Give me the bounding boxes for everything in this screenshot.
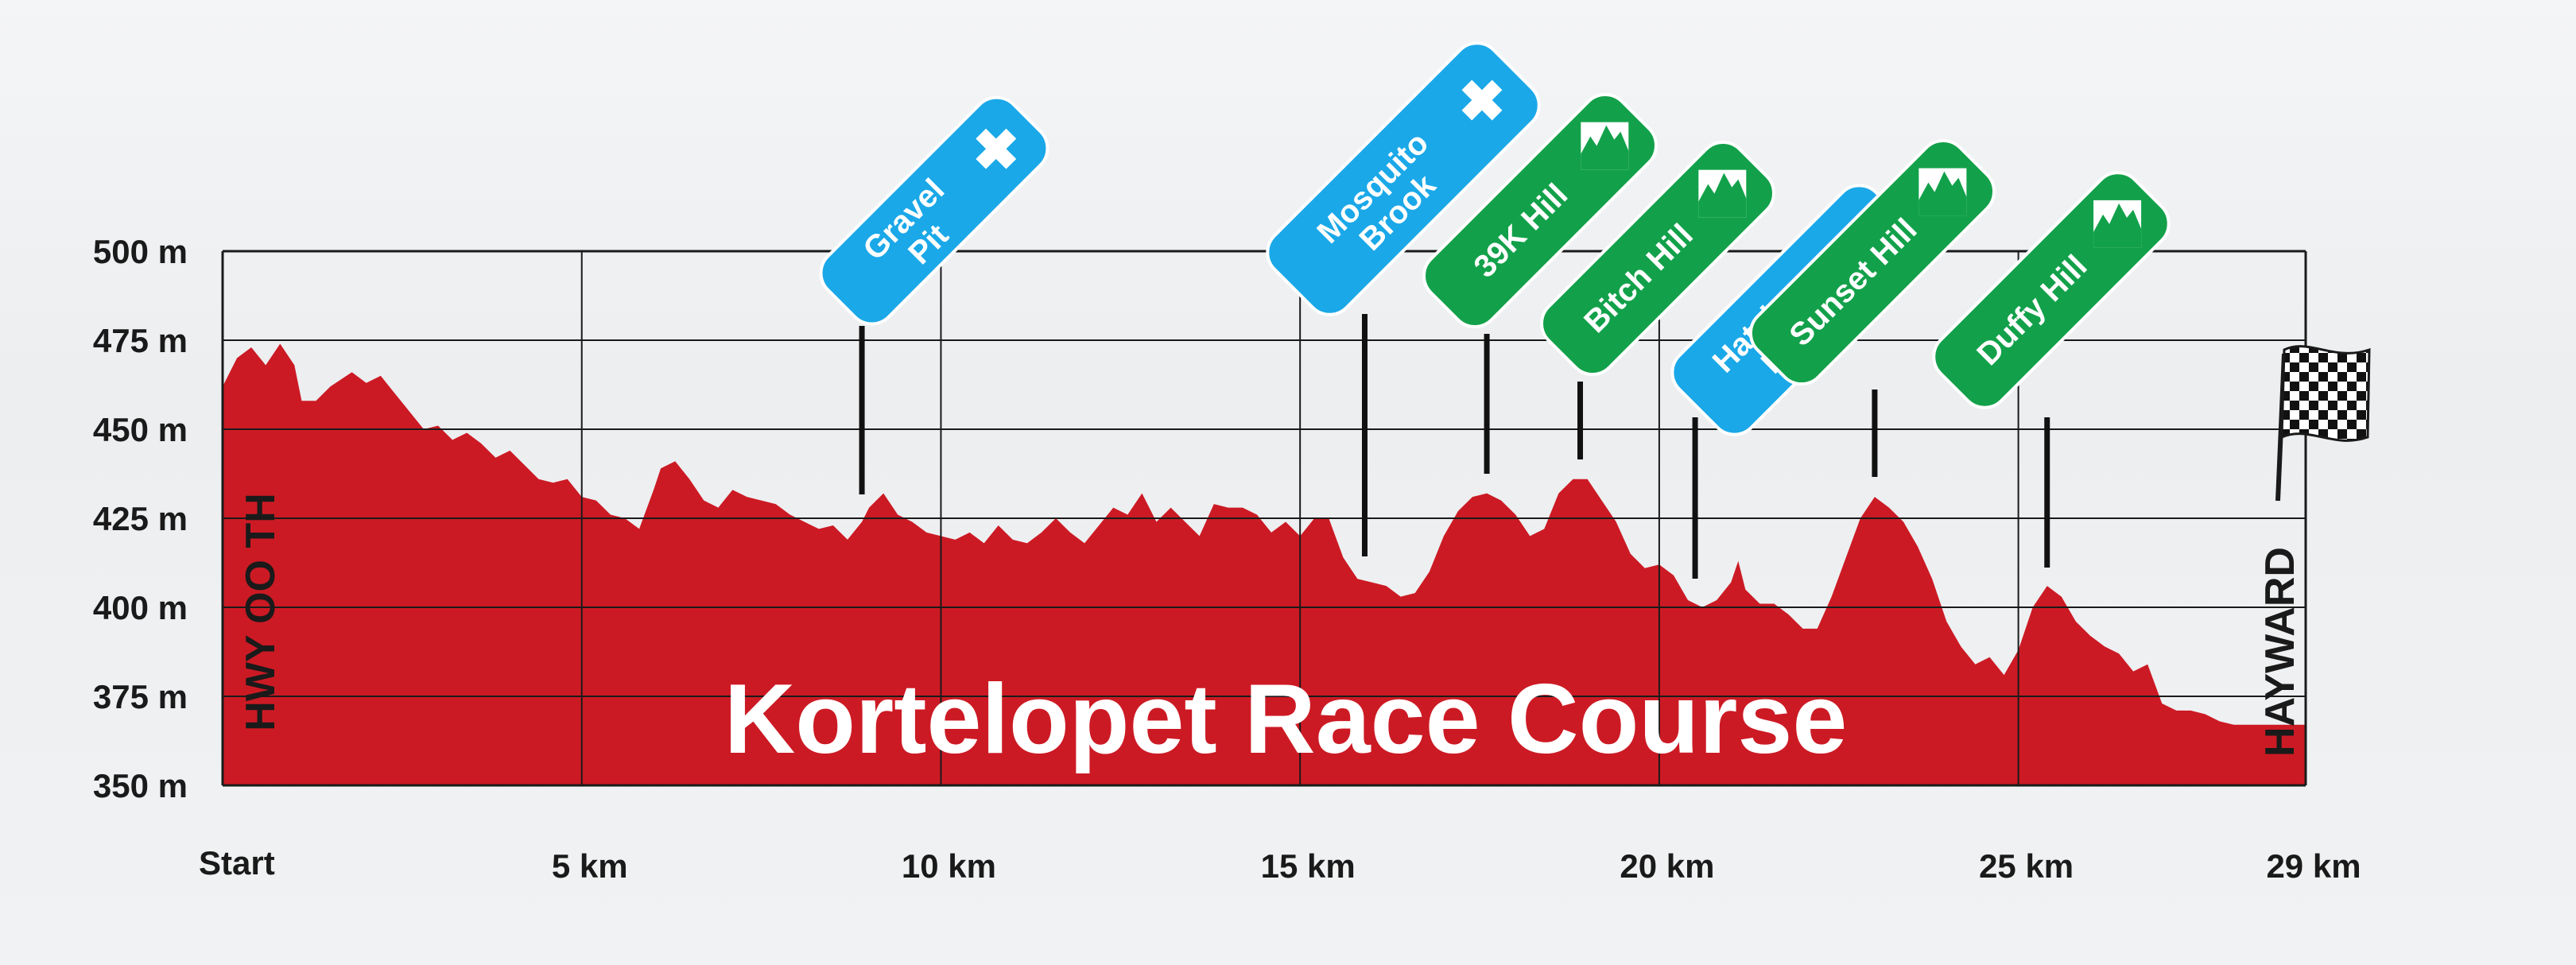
- elevation-area: [223, 343, 2306, 785]
- marker-mosquito-brook: MosquitoBrook: [1266, 41, 1541, 316]
- y-tick-label: 500 m: [93, 233, 188, 270]
- x-tick-label: 25 km: [1979, 847, 2074, 885]
- y-tick-label: 450 m: [93, 411, 188, 448]
- marker-gravel-pit: GravelPit: [819, 95, 1049, 326]
- x-tick-label: 5 km: [552, 847, 628, 885]
- y-tick-label: 475 m: [93, 322, 188, 359]
- hill-icon: [2093, 200, 2142, 248]
- first-aid-cross-icon: [976, 128, 1017, 169]
- y-tick-label: 425 m: [93, 500, 188, 537]
- x-tick-label: 29 km: [2266, 847, 2361, 885]
- first-aid-cross-icon: [1461, 79, 1503, 121]
- marker-duffy-hill: Duffy Hill: [1932, 171, 2171, 409]
- x-tick-label: Start: [199, 844, 275, 882]
- hill-icon: [1918, 168, 1967, 216]
- finish-flag-icon: [2275, 345, 2371, 502]
- finish-label: HAYWARD: [2257, 547, 2303, 757]
- hill-icon: [1581, 122, 1629, 170]
- x-tick-label: 20 km: [1620, 847, 1714, 885]
- y-tick-label: 350 m: [93, 767, 188, 804]
- x-tick-label: 10 km: [902, 847, 996, 885]
- y-tick-label: 375 m: [93, 678, 188, 715]
- x-tick-label: 15 km: [1261, 847, 1356, 885]
- hill-icon: [1698, 169, 1747, 218]
- start-label: HWY OO TH: [238, 493, 284, 731]
- chart-title: Kortelopet Race Course: [724, 665, 1848, 774]
- y-tick-label: 400 m: [93, 589, 188, 626]
